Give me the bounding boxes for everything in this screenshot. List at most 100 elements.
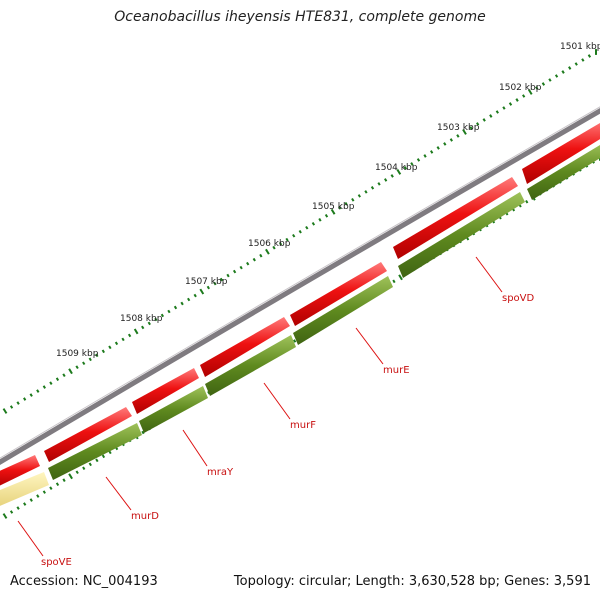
position-tick — [292, 233, 296, 238]
position-tick — [88, 357, 92, 362]
kbp-label: 1502 kbp — [499, 83, 542, 93]
gene-arrow-reverse[interactable] — [293, 276, 393, 345]
gene-arrow-forward[interactable] — [290, 262, 387, 326]
gene-arrow-forward[interactable] — [522, 120, 600, 184]
position-tick — [377, 182, 381, 186]
gene-label-murF[interactable]: murF — [290, 420, 316, 431]
position-tick — [29, 393, 33, 397]
position-tick — [180, 301, 184, 306]
position-tick — [574, 62, 578, 66]
position-tick — [416, 158, 421, 162]
position-tick — [318, 218, 322, 222]
position-tick — [443, 142, 447, 146]
position-tick — [525, 199, 529, 204]
kbp-label: 1501 kbp — [560, 42, 600, 52]
position-tick — [16, 401, 20, 405]
position-tick — [133, 328, 139, 335]
gene-arrow-reverse[interactable] — [398, 192, 525, 278]
gene-arrow-forward[interactable] — [393, 177, 518, 259]
position-tick — [482, 118, 486, 122]
position-tick — [16, 506, 20, 510]
position-tick — [456, 134, 460, 138]
position-tick — [410, 162, 414, 166]
position-tick — [9, 510, 14, 514]
position-tick — [384, 178, 388, 182]
gene-arrow-reverse[interactable] — [527, 142, 600, 200]
position-tick — [430, 150, 434, 154]
position-tick — [108, 450, 112, 455]
position-tick — [561, 70, 565, 74]
gene-label-spoVD[interactable]: spoVD — [502, 293, 535, 304]
position-tick — [587, 54, 592, 58]
position-tick — [95, 353, 99, 358]
gene-arrow-reverse[interactable] — [205, 335, 296, 396]
gene-label-mraY[interactable]: mraY — [207, 467, 234, 478]
label-leader-line — [355, 327, 384, 365]
genome-summary-text: Topology: circular; Length: 3,630,528 bp… — [233, 574, 591, 589]
position-tick — [42, 385, 46, 389]
position-tick — [392, 279, 396, 284]
position-tick — [357, 194, 361, 198]
position-tick — [351, 197, 355, 202]
position-tick — [167, 309, 171, 314]
position-tick — [535, 86, 539, 90]
position-tick — [62, 373, 66, 378]
position-tick — [68, 368, 73, 375]
position-tick — [2, 408, 8, 414]
position-tick — [141, 325, 145, 330]
position-tick — [370, 186, 375, 190]
position-tick — [187, 297, 191, 302]
position-tick — [396, 168, 402, 175]
gene-label-lines — [17, 256, 503, 557]
gene-arrow-reverse[interactable] — [48, 423, 142, 480]
position-tick — [298, 229, 302, 234]
gene-label-spoVE[interactable]: spoVE — [41, 557, 72, 568]
genome-backbone — [0, 108, 600, 465]
kbp-label: 1503 kbp — [437, 123, 480, 133]
accession-text: Accession: NC_004193 — [10, 574, 158, 589]
position-tick — [272, 245, 276, 250]
position-tick — [390, 174, 394, 178]
label-leader-line — [17, 520, 44, 557]
position-tick — [213, 281, 217, 286]
gene-label-murD[interactable]: murD — [131, 511, 159, 522]
position-tick — [127, 333, 132, 338]
gene-labels: spoVD murE murF mraY murD spoVE — [41, 293, 535, 568]
position-tick — [259, 253, 263, 258]
gene-arrow-forward[interactable] — [132, 368, 199, 414]
position-tick — [449, 138, 453, 142]
position-tick — [55, 482, 60, 487]
position-tick — [568, 66, 572, 70]
gene-arrow-forward[interactable] — [200, 317, 290, 377]
kbp-label: 1509 kbp — [56, 349, 99, 359]
position-tick — [36, 494, 40, 498]
position-tick — [173, 305, 178, 310]
gene-label-murE[interactable]: murE — [383, 365, 410, 376]
position-tick — [252, 257, 256, 262]
gene-arrow-reverse[interactable] — [139, 386, 208, 433]
forward-strand-genes — [0, 120, 600, 488]
position-tick — [527, 89, 533, 95]
position-tick — [88, 462, 92, 467]
position-tick — [141, 430, 145, 435]
position-tick — [75, 470, 79, 475]
position-tick — [232, 269, 237, 274]
position-tick — [219, 277, 224, 282]
gene-arrow-rna[interactable] — [0, 472, 49, 508]
position-tick — [226, 273, 230, 278]
gene-arrow-forward[interactable] — [0, 455, 40, 488]
position-tick — [508, 102, 513, 106]
position-tick — [29, 498, 33, 502]
position-tick — [293, 339, 297, 343]
gene-arrow-forward[interactable] — [44, 407, 132, 462]
position-tick — [36, 389, 40, 393]
position-tick — [541, 82, 546, 86]
label-leader-line — [475, 256, 503, 293]
position-tick — [324, 213, 329, 218]
genome-backbone-highlight — [0, 106, 600, 459]
position-tick — [154, 317, 158, 322]
position-tick — [23, 502, 27, 506]
position-tick — [42, 490, 46, 494]
